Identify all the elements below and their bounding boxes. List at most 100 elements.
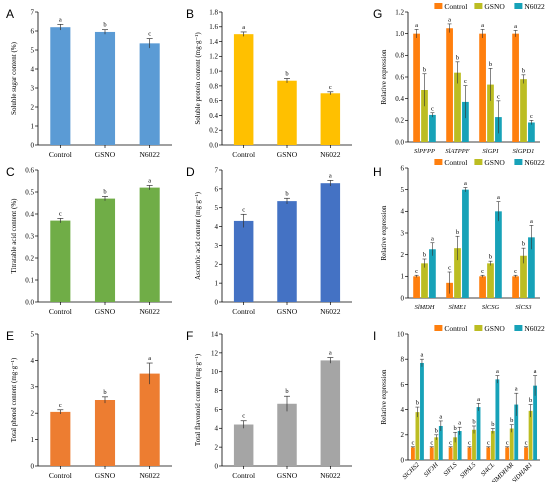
significance-label: b [285, 71, 288, 78]
significance-label: b [456, 229, 459, 236]
panel-d: D 0 1 2 3 4 5 6 7 Ascorbic acid content (mg·g⁻¹) c… [186, 165, 352, 316]
y-tick-label: 4 [215, 425, 219, 433]
bar [233, 34, 254, 145]
y-tick-label: 0.2 [209, 127, 218, 135]
significance-label: c [148, 31, 151, 38]
y-tick-label: 4 [31, 357, 35, 365]
significance-label: a [530, 218, 533, 225]
bar-n6022 [457, 431, 462, 460]
bar [50, 220, 71, 302]
x-tick-label: Control [232, 471, 255, 480]
significance-label: a [496, 368, 499, 375]
x-tick-label: SlCSG [482, 304, 500, 311]
bar-n6022 [438, 425, 443, 460]
x-tick-label: SlME1 [449, 304, 467, 311]
y-tick-label: 0 [31, 462, 35, 470]
bar-control [479, 33, 486, 142]
x-tick-label: GSNO [95, 150, 116, 159]
y-tick-label: 0.5 [25, 188, 34, 196]
significance-label: c [59, 210, 62, 217]
legend-swatch [434, 159, 443, 165]
x-tick-label: GSNO [277, 471, 298, 480]
x-tick-label: N6022 [320, 471, 341, 480]
legend-swatch [474, 3, 483, 9]
x-tick-label: SlATPPF [445, 148, 470, 155]
panel-label: C [6, 165, 15, 179]
bar [233, 220, 254, 302]
y-tick-label: 0.2 [25, 254, 34, 262]
bar-control [512, 276, 519, 298]
y-tick-label: 2 [31, 410, 35, 418]
x-tick-label: Sl4CL [480, 461, 497, 478]
panel-label: G [373, 7, 382, 21]
x-tick-label: GSNO [277, 150, 298, 159]
y-axis-label: Soluble sugar content (%) [10, 41, 18, 115]
panel-f: F 0 2 4 6 8 10 12 14 Total flavonoid content (mg·… [186, 329, 352, 480]
bar [320, 93, 341, 145]
bar-n6022 [462, 101, 469, 142]
bar-control [446, 28, 453, 142]
y-tick-label: 2 [401, 251, 405, 259]
bar [139, 373, 160, 466]
bar-n6022 [528, 122, 535, 142]
y-axis-label: Relative expression [380, 369, 388, 425]
y-tick-label: 5 [31, 330, 35, 338]
y-tick-label: 0.8 [209, 82, 218, 90]
y-tick-label: 2 [215, 261, 219, 269]
significance-label: a [514, 23, 517, 30]
bar-control [410, 447, 415, 460]
legend-swatch [514, 159, 523, 165]
y-axis-label: Relative expression [380, 49, 388, 105]
bar [277, 403, 297, 466]
panel-label: H [373, 165, 382, 179]
significance-label: b [103, 389, 106, 396]
bar [50, 411, 71, 466]
y-tick-label: 0.0 [209, 141, 218, 149]
significance-label: b [103, 188, 106, 195]
bar-control [467, 447, 472, 460]
x-tick-label: Control [232, 150, 255, 159]
significance-label: a [148, 177, 151, 184]
significance-label: a [481, 22, 484, 29]
significance-label: c [448, 265, 451, 272]
legend-swatch [514, 325, 523, 331]
significance-label: a [515, 386, 518, 393]
y-tick-label: 0.4 [25, 210, 34, 218]
bar-gsno [487, 263, 494, 298]
y-tick-label: 0 [215, 298, 219, 306]
y-tick-label: 0 [31, 141, 35, 149]
significance-label: b [103, 22, 106, 29]
x-tick-label: N6022 [139, 307, 160, 316]
y-tick-label: 14 [211, 330, 219, 338]
y-tick-label: 1.2 [209, 53, 218, 61]
x-tick-label: Control [49, 307, 72, 316]
y-tick-label: 0.4 [395, 95, 404, 103]
y-tick-label: 1.0 [395, 30, 404, 38]
y-tick-label: 0.8 [395, 52, 404, 60]
y-tick-label: 5 [215, 204, 219, 212]
y-tick-label: 0.0 [25, 298, 34, 306]
x-tick-label: N6022 [320, 307, 341, 316]
y-tick-label: 6 [215, 185, 219, 193]
significance-label: a [59, 16, 62, 23]
bar-control [429, 447, 434, 460]
bar-gsno [421, 90, 428, 142]
significance-label: c [525, 439, 528, 446]
y-tick-label: 4 [401, 208, 405, 216]
y-tick-label: 1 [31, 122, 35, 130]
bar-gsno [454, 248, 461, 298]
significance-label: c [415, 268, 418, 275]
x-tick-label: GSNO [95, 307, 116, 316]
bar [277, 80, 297, 145]
y-tick-label: 5 [31, 46, 35, 54]
bar [277, 201, 297, 302]
bar-gsno [487, 84, 494, 142]
y-tick-label: 1.6 [209, 23, 218, 31]
panel-label: A [6, 7, 14, 21]
bar-n6022 [420, 362, 424, 460]
bar-gsno [415, 412, 420, 460]
legend-label: GSNO [484, 2, 505, 11]
significance-label: a [431, 235, 434, 242]
panel-label: F [186, 329, 193, 343]
